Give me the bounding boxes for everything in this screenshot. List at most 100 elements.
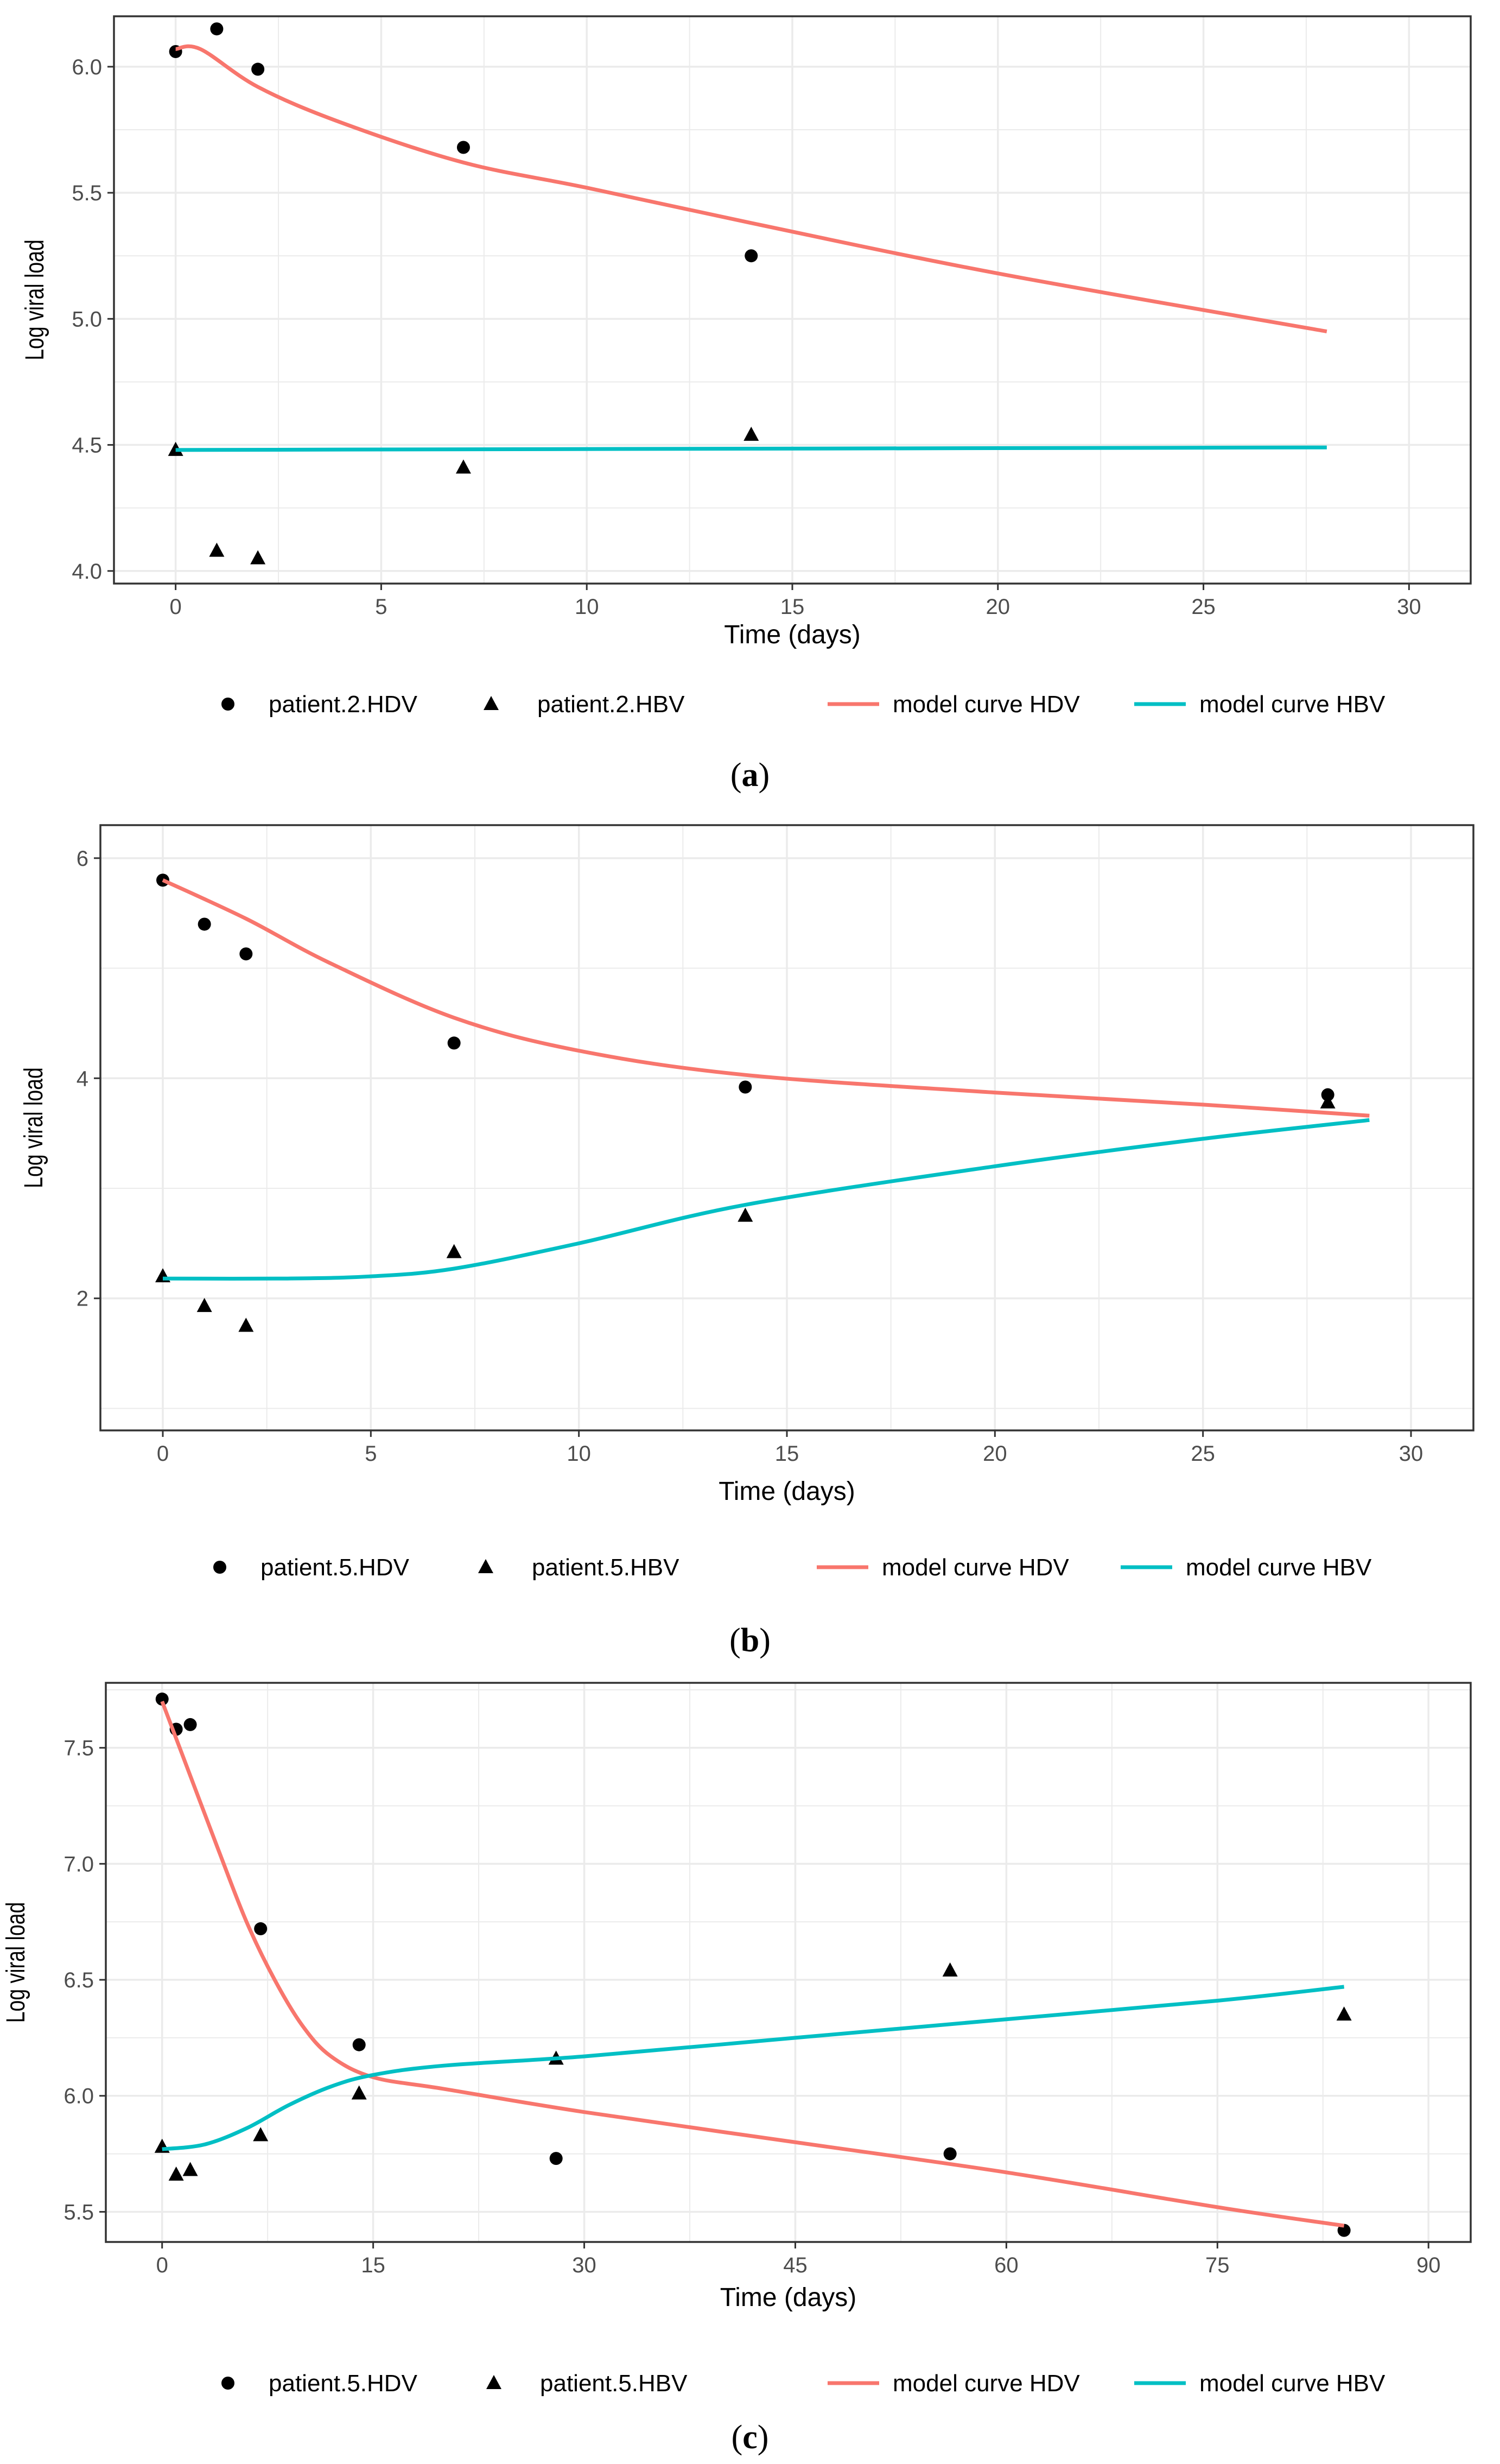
y-tick-label: 6.0 — [63, 2085, 94, 2108]
model-curve-line — [175, 445, 1327, 452]
x-tick-label: 0 — [156, 2253, 168, 2277]
x-tick-label: 5 — [375, 595, 387, 619]
series-model-curve-hdv — [162, 878, 1370, 1118]
x-tick-label: 30 — [572, 2253, 596, 2277]
x-tick-label: 15 — [780, 595, 805, 619]
data-point-circle — [739, 1080, 752, 1094]
data-point-triangle — [942, 1962, 958, 1977]
x-tick-label: 15 — [361, 2253, 385, 2277]
legend-circle-key — [221, 698, 234, 711]
data-point-triangle — [455, 459, 471, 474]
plot-frame — [105, 1682, 1472, 2243]
data-point-triangle — [253, 2127, 269, 2142]
legend-label: model curve HBV — [1186, 1554, 1372, 1581]
data-point-triangle — [738, 1207, 753, 1222]
model-curve-line — [160, 1700, 1345, 2228]
data-point-triangle — [209, 542, 225, 557]
legend-triangle-key — [484, 696, 499, 710]
legend-label: model curve HBV — [1199, 2370, 1385, 2397]
x-tick-label: 0 — [157, 1442, 169, 1466]
data-point-circle — [254, 1922, 268, 1936]
legend-label: patient.2.HDV — [269, 691, 418, 718]
series-model-curve-hbv — [162, 1118, 1370, 1281]
data-point-circle — [447, 1036, 461, 1050]
legend-item: model curve HDV — [828, 691, 1080, 718]
caption-close-paren: ) — [759, 757, 770, 794]
x-tick-label: 25 — [1191, 595, 1216, 619]
legend-triangle-key — [478, 1559, 493, 1573]
x-axis-title: Time (days) — [724, 620, 861, 649]
legend: patient.2.HDV patient.2.HBV model curve HD… — [221, 691, 1385, 718]
data-point-triangle — [196, 1297, 212, 1312]
legend: patient.5.HDV patient.5.HBV model curve HD… — [221, 2370, 1385, 2397]
data-point-triangle — [1320, 1094, 1336, 1109]
y-tick-label: 5.0 — [72, 307, 102, 331]
model-curve-line — [162, 878, 1370, 1118]
caption-open-paren: ( — [729, 1622, 741, 1659]
y-tick-label: 7.5 — [63, 1737, 94, 1760]
data-point-circle — [943, 2147, 957, 2161]
data-point-circle — [183, 1718, 197, 1731]
y-tick-label: 4 — [77, 1067, 88, 1091]
data-point-circle — [745, 249, 758, 263]
legend-triangle-key — [486, 2375, 501, 2389]
legend-item: patient.5.HDV — [221, 2370, 418, 2397]
x-tick-label: 10 — [575, 595, 599, 619]
y-tick-label: 4.0 — [72, 560, 102, 584]
data-point-circle — [549, 2152, 563, 2165]
legend-circle-key — [221, 2377, 234, 2390]
series-patient-5-hdv — [155, 1692, 1351, 2237]
data-point-triangle — [238, 1317, 254, 1332]
x-axis-title: Time (days) — [720, 2283, 857, 2312]
legend-label: patient.2.HBV — [537, 691, 685, 718]
x-tick-label: 15 — [775, 1442, 799, 1466]
y-axis-title: Log viral load — [21, 239, 50, 360]
y-tick-label: 4.5 — [72, 434, 102, 458]
legend-label: model curve HBV — [1199, 691, 1385, 718]
caption-close-paren: ) — [758, 2419, 769, 2456]
y-tick-label: 6.5 — [63, 1968, 94, 1992]
panel-a: 0 5 10 15 20 25 30 4.0 4.5 5.0 5.5 6.0 Time (days) Lo… — [0, 0, 1500, 812]
legend-label: patient.5.HDV — [260, 1554, 410, 1581]
model-curve-line — [175, 44, 1327, 334]
caption-close-paren: ) — [759, 1622, 771, 1659]
legend-item: model curve HDV — [817, 1554, 1069, 1581]
legend-label: patient.5.HBV — [532, 1554, 679, 1581]
data-point-triangle — [351, 2085, 367, 2100]
x-tick-label: 45 — [783, 2253, 808, 2277]
major-gridlines — [100, 825, 1473, 1430]
model-curve-line — [162, 1118, 1370, 1281]
legend-item: model curve HBV — [1134, 2370, 1385, 2397]
model-curve-line — [162, 1985, 1345, 2151]
x-tick-label: 5 — [365, 1442, 377, 1466]
data-point-circle — [239, 947, 253, 961]
y-tick-label: 2 — [77, 1287, 88, 1311]
y-tick-label: 7.0 — [63, 1852, 94, 1876]
panel-caption: (b) — [729, 1622, 771, 1659]
legend-item: model curve HBV — [1134, 691, 1385, 718]
x-tick-label: 30 — [1399, 1442, 1423, 1466]
x-tick-label: 0 — [170, 595, 182, 619]
data-point-circle — [198, 917, 211, 931]
data-point-circle — [210, 22, 224, 36]
y-tick-label: 6.0 — [72, 55, 102, 79]
legend-item: model curve HBV — [1121, 1554, 1372, 1581]
legend-item: patient.2.HDV — [221, 691, 418, 718]
series-model-curve-hdv — [160, 1700, 1345, 2228]
legend: patient.5.HDV patient.5.HBV model curve HD… — [213, 1554, 1372, 1581]
legend-item: model curve HDV — [828, 2370, 1080, 2397]
data-point-triangle — [743, 426, 759, 441]
chart-c: 0 15 30 45 60 75 90 5.5 6.0 6.5 7.0 7.5 Time (days) L… — [2, 1682, 1472, 2456]
series-model-curve-hbv — [175, 445, 1327, 452]
caption-letter: c — [742, 2419, 758, 2456]
caption-letter: a — [742, 757, 759, 794]
y-tick-label: 6 — [77, 847, 88, 871]
data-point-triangle — [168, 2167, 184, 2181]
plot-background — [106, 1683, 1471, 2242]
data-point-circle — [251, 62, 265, 76]
legend-circle-key — [213, 1561, 226, 1574]
data-point-triangle — [182, 2162, 198, 2176]
panel-c: 0 15 30 45 60 75 90 5.5 6.0 6.5 7.0 7.5 Time (days) L… — [0, 1667, 1500, 2464]
series-model-curve-hbv — [162, 1985, 1345, 2151]
panel-caption: (a) — [730, 757, 770, 794]
